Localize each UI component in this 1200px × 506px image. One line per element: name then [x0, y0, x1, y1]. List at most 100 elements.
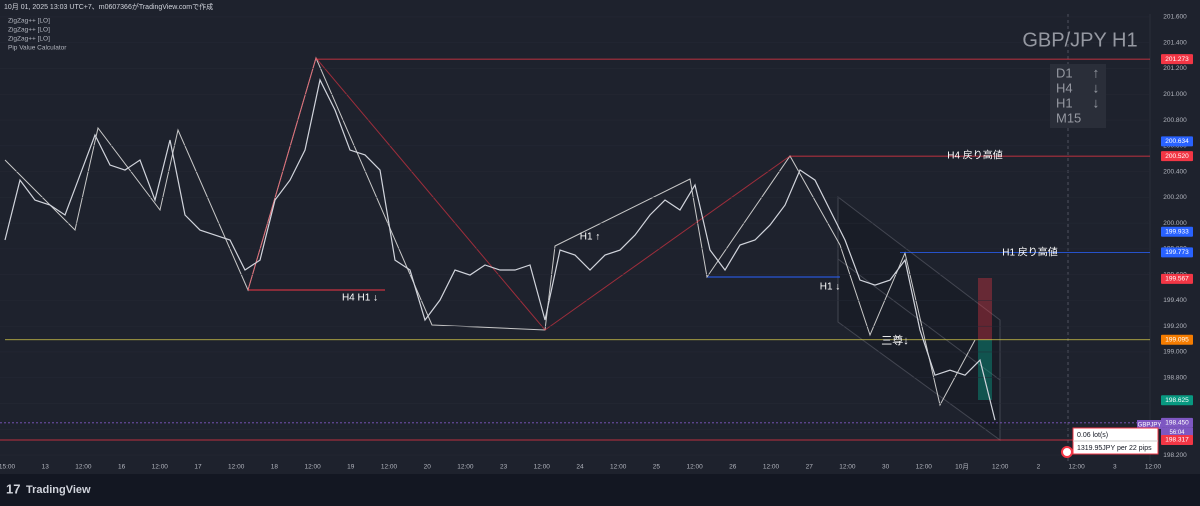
bias-label: H1 [1056, 95, 1073, 110]
y-tick-label: 201.600 [1163, 14, 1187, 21]
stop-zone [978, 278, 992, 340]
x-tick-label: 23 [500, 464, 508, 471]
x-tick-label: 12:00 [75, 464, 92, 471]
bias-label: D1 [1056, 65, 1073, 80]
bias-arrow: ↓ [1093, 95, 1100, 111]
x-tick-label: 13 [42, 464, 50, 471]
y-tick-label: 199.000 [1163, 349, 1187, 356]
annotation: H1 戻り高値 [1002, 246, 1058, 259]
indicator: ZigZag++ [LO] [8, 18, 50, 25]
y-tick-label: 200.800 [1163, 117, 1187, 124]
annotation: H1 ↑ [580, 232, 601, 243]
annotation: H4 戻り高値 [947, 149, 1003, 162]
x-tick-label: 2 [1037, 464, 1041, 471]
annotation: 三尊↓ [881, 333, 909, 347]
x-tick-label: 30 [882, 464, 890, 471]
price-tag [1161, 273, 1193, 284]
y-tick-label: 201.400 [1163, 39, 1187, 46]
chart-title: GBP/JPY H1 [1022, 29, 1137, 51]
zigzag [4, 56, 976, 407]
header: 10月 01, 2025 13:03 UTC+7、m0607366がTradin… [4, 2, 213, 11]
order-marker[interactable] [1061, 446, 1073, 458]
order-value: 1319.95JPY per 22 pips [1077, 445, 1152, 452]
plot [0, 16, 1150, 456]
price-line [4, 78, 996, 421]
countdown-tag [1161, 427, 1193, 437]
y-tick-label: 198.800 [1163, 374, 1187, 381]
x-tick-label: 19 [347, 464, 355, 471]
annotation: H4 H1 ↓ [342, 293, 378, 304]
bias-arrow: ↓ [1093, 80, 1100, 96]
price-tag-label: 198.625 [1165, 397, 1189, 404]
x-tick-label: 12:00 [610, 464, 627, 471]
x-tick-label: 12:00 [457, 464, 474, 471]
y-tick-label: 199.200 [1163, 323, 1187, 330]
x-tick-label: 24 [576, 464, 584, 471]
price-tag-label: 201.273 [1165, 56, 1189, 63]
y-tick-label: 199.400 [1163, 297, 1187, 304]
price-tag-label: 200.634 [1165, 138, 1189, 145]
x-tick-label: 12:00 [1068, 464, 1085, 471]
price-tag [1161, 395, 1193, 406]
bias-box [1050, 64, 1106, 128]
y-tick-label: 198.200 [1163, 452, 1187, 459]
price-tag-label: 200.520 [1165, 153, 1189, 160]
y-tick-label: 200.400 [1163, 168, 1187, 175]
x-tick-label: 12:00 [228, 464, 245, 471]
x-tick-label: 12:00 [534, 464, 551, 471]
x-tick-label: 18 [271, 464, 279, 471]
price-tag-label: 199.773 [1165, 249, 1189, 256]
zigzag-h4 [247, 56, 791, 331]
x-tick-label: 25 [653, 464, 661, 471]
bias-label: M15 [1056, 110, 1081, 125]
price-tag-label: 199.567 [1165, 276, 1189, 283]
x-tick-label: 12:00 [839, 464, 856, 471]
price-tag [1161, 334, 1193, 345]
price-tag [1161, 226, 1193, 237]
x-tick-label: 17 [194, 464, 202, 471]
y-tick-label: 201.000 [1163, 91, 1187, 98]
x-tick-label: 20 [424, 464, 432, 471]
price-tag [1161, 417, 1193, 428]
price-tag-label: 198.450 [1165, 420, 1189, 427]
logo-mark: 17 [6, 481, 20, 496]
bias-arrow: ↑ [1093, 65, 1100, 81]
x-tick-label: 26 [729, 464, 737, 471]
x-tick-label: 12:00 [1145, 464, 1162, 471]
price-tag [1161, 434, 1193, 445]
footer-bar [0, 474, 1200, 506]
x-tick-label: 12:00 [686, 464, 703, 471]
x-tick-label: 12:00 [152, 464, 169, 471]
symbol-tag [1137, 420, 1162, 429]
x-tick-label: 12:00 [763, 464, 780, 471]
brand: TradingView [26, 484, 91, 496]
x-tick-label: 10月 [955, 463, 969, 471]
order-lot: 0.06 lot(s) [1077, 432, 1108, 439]
price-tag-label: 198.317 [1165, 437, 1189, 444]
channel-mid [837, 258, 1001, 381]
x-tick-label: 12:00 [916, 464, 933, 471]
price-tag-label: 199.095 [1165, 336, 1189, 343]
x-tick-label: 12:00 [304, 464, 321, 471]
x-tick-label: 12:00 [992, 464, 1009, 471]
x-tick-label: 12:00 [381, 464, 398, 471]
indicator: Pip Value Calculator [8, 45, 67, 52]
indicator: ZigZag++ [LO] [8, 27, 50, 34]
y-tick-label: 201.200 [1163, 65, 1187, 72]
price-tag [1161, 136, 1193, 147]
x-tick-label: 16 [118, 464, 126, 471]
price-tag [1161, 247, 1193, 258]
bias-label: H4 [1056, 80, 1073, 95]
x-tick-label: 15:00 [0, 464, 16, 471]
price-tag [1161, 54, 1193, 65]
price-tag [1161, 151, 1193, 162]
price-tag-label: 199.933 [1165, 228, 1189, 235]
x-tick-label: 27 [806, 464, 814, 471]
y-tick-label: 200.200 [1163, 194, 1187, 201]
annotation: H1 ↓ [820, 282, 841, 293]
target-zone [978, 340, 992, 400]
indicator: ZigZag++ [LO] [8, 36, 50, 43]
countdown: 56:04 [1169, 430, 1185, 436]
